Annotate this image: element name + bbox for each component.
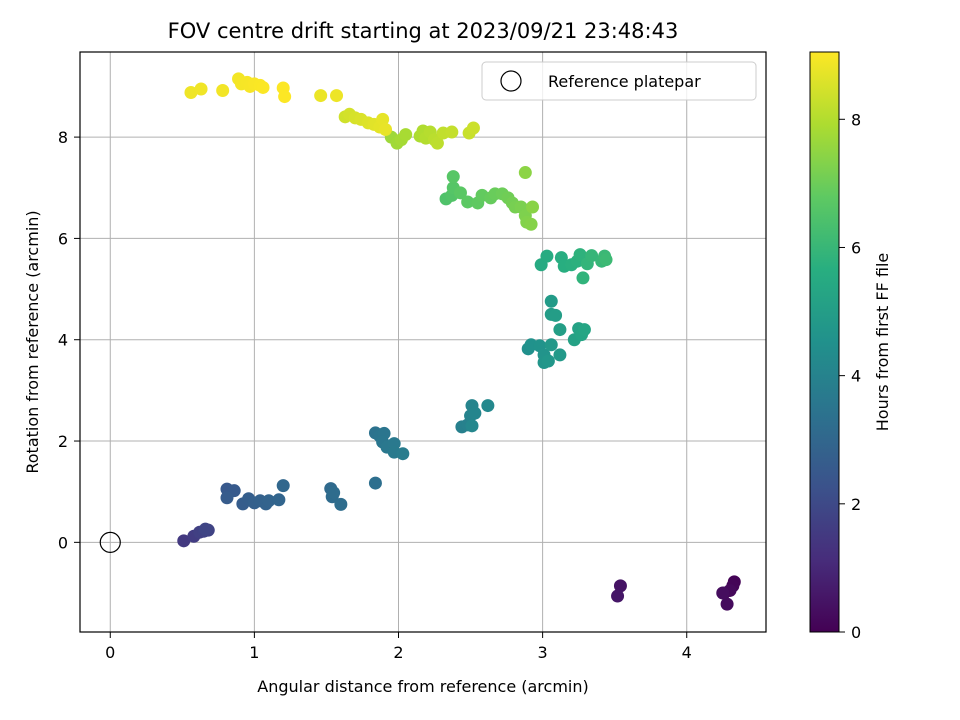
data-point: [220, 491, 234, 505]
data-point: [330, 89, 344, 103]
colorbar-tick-label: 2: [851, 495, 861, 514]
y-tick-label: 0: [58, 533, 68, 552]
data-point: [368, 476, 382, 490]
data-point: [278, 90, 292, 104]
data-point: [453, 186, 467, 200]
chart-title: FOV centre drift starting at 2023/09/21 …: [168, 19, 679, 43]
data-point: [396, 447, 410, 461]
data-point: [541, 354, 555, 368]
legend-entry-reference: Reference platepar: [548, 72, 701, 91]
x-tick-label: 1: [249, 643, 259, 662]
data-point: [716, 586, 730, 600]
x-axis-ticks: 0 1 2 3 4: [105, 632, 692, 662]
data-point: [576, 271, 590, 285]
y-tick-label: 2: [58, 432, 68, 451]
data-point: [720, 597, 734, 611]
data-point: [184, 86, 198, 100]
reference-point-marker: [99, 531, 121, 553]
data-point: [314, 89, 328, 103]
colorbar-label: Hours from first FF file: [873, 253, 892, 432]
data-point: [481, 399, 495, 413]
x-tick-label: 2: [393, 643, 403, 662]
y-axis-ticks: 0 2 4 6 8: [58, 128, 80, 552]
data-point: [327, 486, 341, 500]
y-tick-label: 8: [58, 128, 68, 147]
data-point: [540, 249, 554, 263]
data-point: [198, 522, 212, 536]
data-point: [465, 419, 479, 433]
data-point: [430, 136, 444, 150]
data-point: [256, 80, 270, 94]
data-point: [276, 479, 290, 493]
data-point: [544, 338, 558, 352]
legend: Reference platepar: [481, 61, 757, 101]
data-point: [549, 308, 563, 322]
data-point: [526, 200, 540, 214]
colorbar-ticks: 0 2 4 6 8: [839, 110, 861, 642]
data-point: [216, 83, 230, 97]
data-point: [461, 195, 475, 209]
data-point: [524, 217, 538, 231]
data-point: [553, 323, 567, 337]
data-point: [613, 579, 627, 593]
data-point: [177, 534, 191, 548]
data-point: [194, 82, 208, 96]
x-tick-label: 3: [538, 643, 548, 662]
data-point: [445, 125, 459, 139]
data-point: [599, 253, 613, 267]
colorbar-tick-label: 8: [851, 110, 861, 129]
data-point: [399, 128, 413, 142]
data-points: [177, 72, 741, 611]
colorbar-gradient: [809, 51, 840, 633]
x-tick-label: 4: [682, 643, 692, 662]
data-point: [272, 493, 286, 507]
colorbar-tick-label: 4: [851, 367, 861, 386]
plot-frame: [79, 51, 767, 633]
data-point: [379, 123, 393, 137]
y-tick-label: 6: [58, 229, 68, 248]
reference-marker: [99, 531, 121, 553]
data-point: [466, 121, 480, 135]
data-point: [376, 112, 390, 126]
data-point: [611, 589, 625, 603]
data-point: [334, 497, 348, 511]
colorbar-tick-label: 0: [851, 623, 861, 642]
data-point: [468, 406, 482, 420]
data-point: [262, 494, 276, 508]
legend-box: [481, 61, 757, 101]
x-tick-label: 0: [105, 643, 115, 662]
y-tick-label: 4: [58, 331, 68, 350]
legend-marker-icon: [500, 70, 522, 92]
colorbar-tick-label: 6: [851, 238, 861, 257]
colorbar: 0 2 4 6 8 Hours from first FF file: [809, 51, 892, 642]
data-point: [446, 170, 460, 184]
data-point: [573, 248, 587, 262]
x-axis-label: Angular distance from reference (arcmin): [257, 677, 588, 696]
data-point: [577, 323, 591, 337]
data-point: [544, 294, 558, 308]
data-point: [553, 348, 567, 362]
data-point: [518, 166, 532, 180]
y-axis-label: Rotation from reference (arcmin): [23, 210, 42, 473]
data-point: [585, 249, 599, 263]
